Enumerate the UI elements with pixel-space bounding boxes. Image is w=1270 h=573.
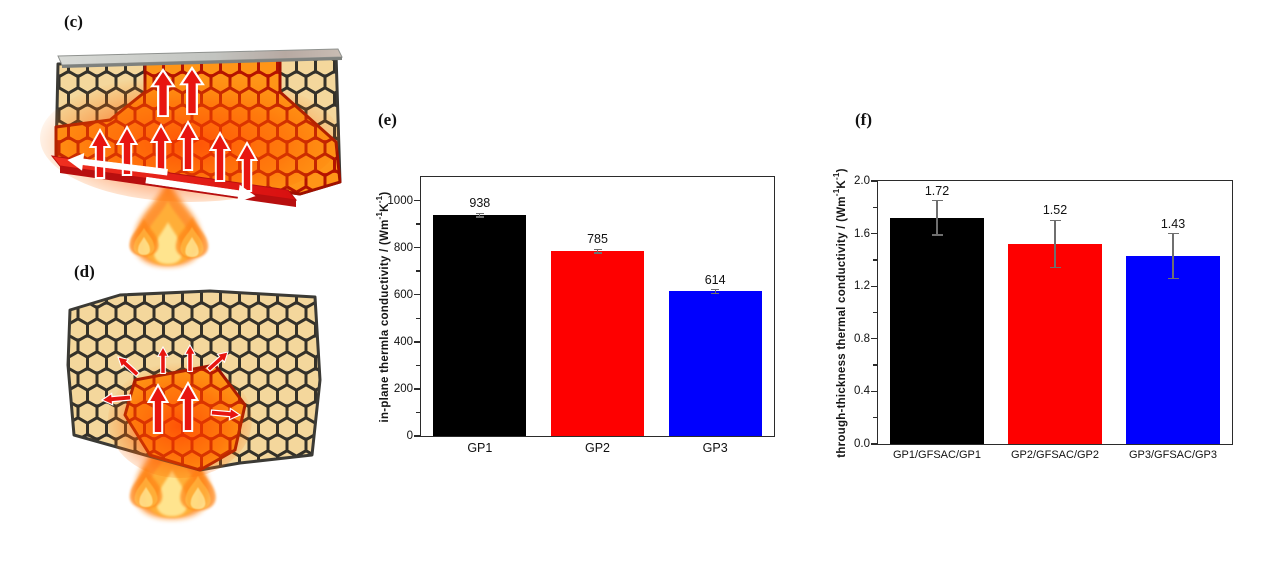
y-axis-minor-tick: [873, 206, 877, 208]
x-axis-category-label: GP3: [702, 441, 728, 455]
x-axis-category-label: GP1: [467, 441, 493, 455]
x-axis-category-label: GP3/GFSAC/GP3: [1128, 449, 1218, 461]
y-axis-tick-label: 0.4: [854, 385, 870, 398]
panel-label-f: (f): [855, 110, 872, 129]
foam-illustrations: [40, 48, 343, 568]
plot-area: through-thickness thermal conductivity /…: [832, 168, 1233, 461]
y-axis-title: through-thickness thermal conductivity /…: [832, 167, 848, 458]
error-bar-cap-top: [931, 200, 943, 202]
y-axis-minor-tick: [873, 259, 877, 261]
y-axis-major-tick: [413, 388, 420, 390]
x-axis-category-label: GP1/GFSAC/GP1: [892, 449, 982, 461]
bar-value-label: 938: [469, 196, 491, 211]
bar-value-label: 785: [587, 232, 608, 247]
y-axis-tick-label: 1.6: [854, 227, 870, 240]
y-axis-tick-label: 400: [393, 335, 413, 348]
y-axis-major-tick: [870, 285, 877, 287]
y-axis-minor-tick: [873, 364, 877, 366]
y-axis-major-tick: [413, 246, 420, 249]
chart-in-plane-conductivity: (e) in-plane thermla conductivity / (Wm-…: [375, 104, 810, 479]
panel-label-e: (e): [378, 110, 397, 129]
y-axis-major-tick: [870, 232, 877, 235]
bar-value-label: 1.72: [924, 183, 950, 198]
y-axis-minor-tick: [416, 270, 420, 272]
bar-value-label: 1.43: [1160, 216, 1186, 231]
y-axis-tick-label: 2.0: [854, 175, 870, 187]
plot-area: in-plane thermla conductivity / (Wm-1K-1…: [375, 176, 775, 455]
bar-value-label: 614: [704, 272, 726, 287]
error-bar-cap-top: [1049, 219, 1061, 222]
y-axis-major-tick: [870, 180, 877, 182]
error-bar-cap-top: [1167, 233, 1179, 235]
bar-GP1: [433, 215, 527, 436]
y-axis-major-tick: [413, 435, 420, 437]
error-bar: [479, 213, 481, 218]
y-axis-tick-label: 0.8: [854, 332, 870, 345]
error-bar-cap-bottom: [1167, 277, 1179, 279]
bar-GP2/GFSAC/GP2: [1008, 244, 1102, 444]
y-axis-major-tick: [413, 341, 420, 343]
error-bar-cap-top: [711, 288, 720, 291]
y-axis-major-tick: [413, 294, 420, 296]
foam-block-icon: [66, 289, 322, 478]
error-bar: [596, 249, 599, 254]
chart-through-thickness-conductivity: (f) through-thickness thermal conductivi…: [832, 104, 1270, 479]
error-bar-cap-top: [593, 248, 602, 250]
y-axis-tick-label: 800: [393, 241, 413, 254]
error-bar-cap-bottom: [1049, 267, 1061, 269]
y-axis-minor-tick: [416, 411, 420, 414]
y-axis-tick-label: 600: [393, 288, 413, 301]
y-axis-minor-tick: [416, 223, 420, 225]
bar-GP1/GFSAC/GP1: [890, 217, 984, 444]
error-bar-cap-bottom: [711, 292, 720, 294]
y-axis-major-tick: [413, 199, 420, 202]
y-axis-major-tick: [870, 338, 877, 340]
error-bar: [936, 200, 938, 235]
y-axis-minor-tick: [416, 317, 420, 319]
x-axis-category-label: GP2: [584, 441, 610, 455]
illustration-d: [66, 289, 322, 519]
illustration-c: [40, 48, 343, 266]
bar-GP2: [551, 251, 644, 436]
error-bar-cap-bottom: [475, 216, 484, 218]
y-axis-tick-label: 0: [406, 430, 413, 442]
bar-value-label: 1.52: [1042, 203, 1068, 218]
y-axis-title: in-plane thermla conductivity / (Wm-1K-1…: [375, 191, 391, 422]
error-bar-cap-bottom: [931, 234, 943, 236]
y-axis-tick-label: 0.0: [854, 438, 870, 450]
error-bar: [1172, 233, 1174, 279]
y-axis-tick-label: 1000: [387, 194, 413, 207]
panel-label-c: (c): [64, 12, 83, 31]
y-axis-tick-label: 1.2: [854, 280, 870, 293]
error-bar: [1054, 220, 1056, 268]
error-bar-cap-bottom: [593, 252, 602, 254]
x-axis-category-label: GP2/GFSAC/GP2: [1010, 449, 1100, 461]
y-axis-minor-tick: [873, 417, 877, 419]
error-bar: [714, 289, 716, 294]
y-axis-minor-tick: [873, 311, 877, 314]
bar-GP3/GFSAC/GP3: [1126, 255, 1220, 444]
y-axis-minor-tick: [416, 364, 420, 367]
y-axis-tick-label: 200: [393, 382, 413, 395]
top-plate-icon: [57, 48, 343, 68]
panel-label-d: (d): [74, 262, 95, 281]
error-bar-cap-top: [475, 212, 484, 214]
y-axis-major-tick: [870, 443, 877, 445]
bar-GP3: [668, 291, 762, 436]
y-axis-major-tick: [870, 390, 877, 393]
